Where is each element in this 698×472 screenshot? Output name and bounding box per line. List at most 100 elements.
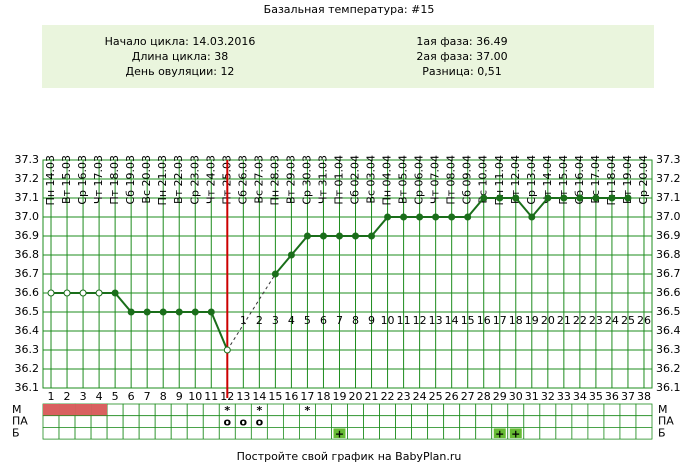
row-label: М <box>12 403 22 416</box>
y-tick-label: 37.0 <box>656 210 681 223</box>
row-cell <box>202 426 220 440</box>
day-after-ovulation: 13 <box>429 314 443 327</box>
row-cell <box>186 426 204 440</box>
x-tick-label: 7 <box>144 390 151 403</box>
date-label: Ср 23.03 <box>188 155 201 205</box>
row-symbol: * <box>224 404 230 417</box>
x-tick-label: 34 <box>573 390 587 403</box>
row-cell <box>427 415 445 428</box>
date-label: Чт 14.04 <box>541 155 554 204</box>
row-cell <box>138 415 156 428</box>
row-cell <box>218 426 236 440</box>
row-cell <box>587 415 605 428</box>
x-tick-label: 32 <box>541 390 555 403</box>
info-text: 1ая фаза: 36.49 <box>416 35 507 48</box>
row-cell <box>138 403 156 417</box>
row-cell <box>138 426 156 440</box>
row-cell <box>299 415 316 428</box>
row-symbol: * <box>256 404 262 417</box>
row-cell <box>507 415 525 428</box>
y-tick-label: 37.1 <box>15 191 40 204</box>
day-after-ovulation: 6 <box>320 314 327 327</box>
row-cell <box>202 403 220 417</box>
row-cell <box>154 426 172 440</box>
date-label: Чт 31.03 <box>316 155 329 204</box>
row-cell <box>315 403 332 417</box>
temperature-point <box>432 213 440 221</box>
x-tick-label: 3 <box>80 390 87 403</box>
row-label: Б <box>658 426 666 439</box>
row-cell <box>571 403 589 417</box>
row-cell <box>619 403 637 417</box>
date-label: Ср 13.04 <box>525 155 538 205</box>
row-cell <box>459 403 477 417</box>
x-tick-label: 25 <box>429 390 443 403</box>
temperature-point <box>608 194 616 202</box>
x-tick-label: 16 <box>284 390 298 403</box>
day-after-ovulation: 25 <box>621 314 635 327</box>
row-cell <box>266 426 284 440</box>
row-cell <box>635 426 653 440</box>
temperature-point <box>335 232 343 240</box>
temperature-point <box>79 289 87 297</box>
row-symbol: + <box>495 427 504 440</box>
x-tick-label: 6 <box>128 390 135 403</box>
row-symbol: о <box>256 416 264 429</box>
row-cell <box>555 403 573 417</box>
row-cell <box>74 415 92 428</box>
date-label: Вт 22.03 <box>172 155 185 204</box>
cell-fill <box>43 404 60 416</box>
temperature-point <box>287 251 295 259</box>
x-tick-label: 4 <box>96 390 103 403</box>
y-tick-label: 36.8 <box>15 248 40 261</box>
row-cell <box>315 415 332 428</box>
row-cell <box>299 426 316 440</box>
x-tick-label: 21 <box>365 390 379 403</box>
row-cell <box>347 403 364 417</box>
y-tick-label: 36.9 <box>656 229 681 242</box>
row-cell <box>331 415 348 428</box>
row-cell <box>74 426 92 440</box>
row-symbol: о <box>240 416 248 429</box>
temperature-point <box>319 232 327 240</box>
row-cell <box>170 403 188 417</box>
row-cell <box>587 426 605 440</box>
row-cell <box>443 403 461 417</box>
x-tick-label: 2 <box>64 390 71 403</box>
date-label: Ср 30.03 <box>300 155 313 205</box>
row-symbol: * <box>305 404 311 417</box>
temperature-point <box>47 289 55 297</box>
date-label: Пт 01.04 <box>332 155 345 205</box>
x-tick-label: 33 <box>557 390 571 403</box>
day-after-ovulation: 7 <box>336 314 343 327</box>
row-cell <box>58 426 76 440</box>
y-tick-label: 36.4 <box>15 324 40 337</box>
x-tick-label: 26 <box>445 390 459 403</box>
row-cell <box>58 415 76 428</box>
x-tick-label: 35 <box>589 390 603 403</box>
day-after-ovulation: 19 <box>525 314 539 327</box>
day-after-ovulation: 8 <box>352 314 359 327</box>
row-label: Б <box>12 426 20 439</box>
x-tick-label: 19 <box>332 390 346 403</box>
row-cell <box>411 403 429 417</box>
day-after-ovulation: 2 <box>256 314 263 327</box>
date-label: Вс 03.04 <box>365 155 378 204</box>
row-cell <box>363 426 380 440</box>
date-label: Пн 14.03 <box>44 155 57 205</box>
row-cell <box>42 426 60 440</box>
day-after-ovulation: 15 <box>461 314 475 327</box>
row-cell <box>90 426 108 440</box>
date-label: Пт 18.03 <box>108 155 121 205</box>
row-cell <box>523 426 541 440</box>
row-cell <box>106 415 124 428</box>
row-cell <box>427 403 445 417</box>
row-cell <box>42 415 60 428</box>
y-tick-label: 37.2 <box>15 172 40 185</box>
row-cell <box>250 426 268 440</box>
temperature-point <box>95 289 103 297</box>
temperature-point <box>560 194 568 202</box>
temperature-point <box>368 232 376 240</box>
y-tick-label: 36.7 <box>15 267 40 280</box>
